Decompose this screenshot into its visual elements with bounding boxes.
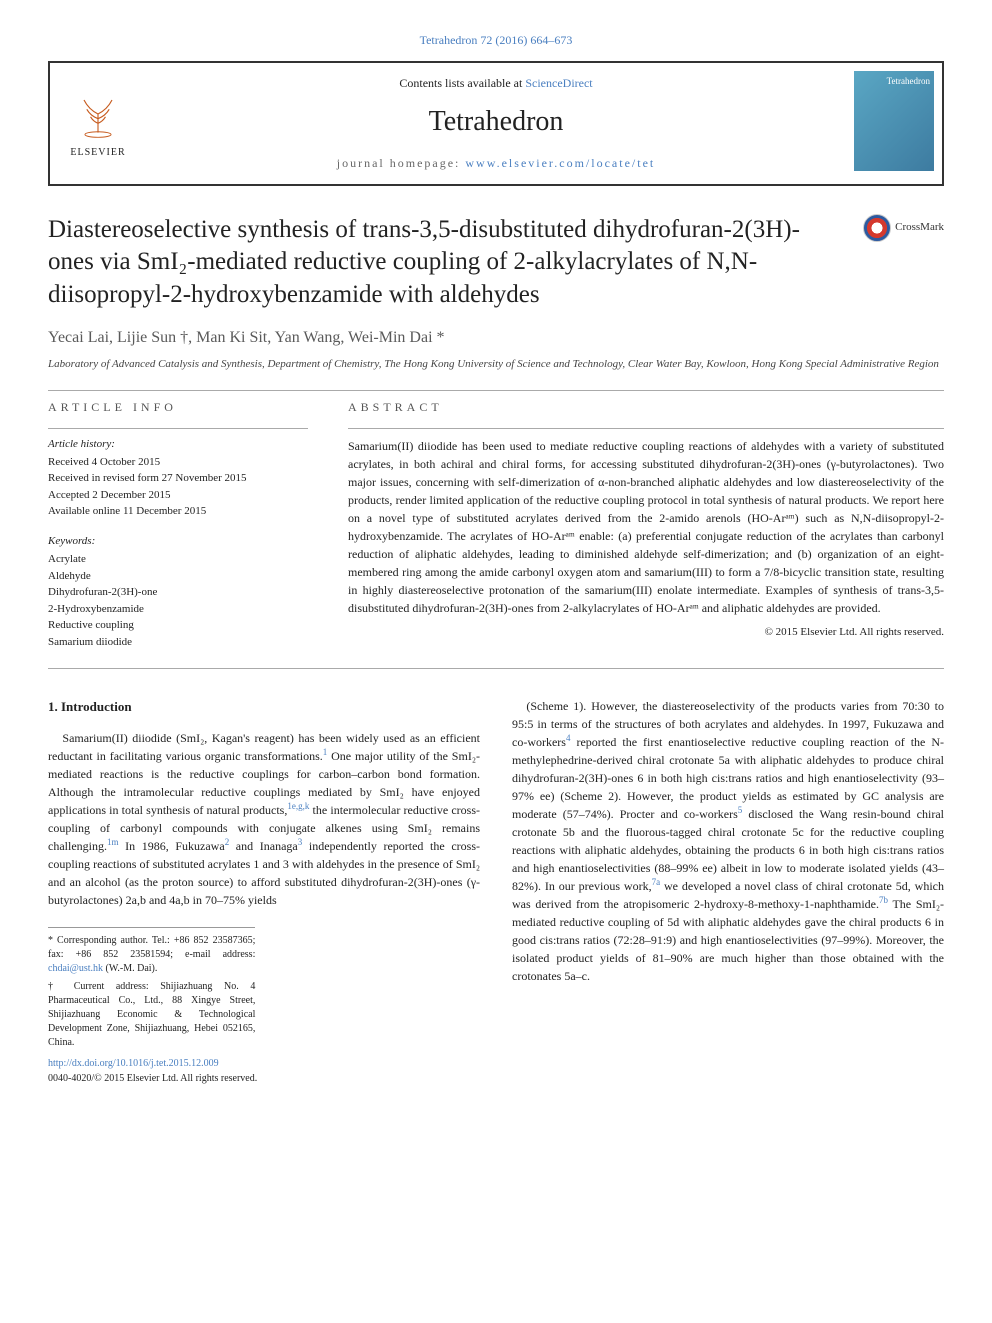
crossmark-icon xyxy=(863,214,891,242)
ref-link[interactable]: 7a xyxy=(652,877,661,887)
issn-line: 0040-4020/© 2015 Elsevier Ltd. All right… xyxy=(48,1073,257,1084)
keywords-head: Keywords: xyxy=(48,534,308,549)
keyword: Acrylate xyxy=(48,551,308,568)
keyword: Dihydrofuran-2(3H)-one xyxy=(48,584,308,601)
divider xyxy=(48,428,308,429)
ref-link[interactable]: 1e,g,k xyxy=(287,801,309,811)
crossmark-badge[interactable]: CrossMark xyxy=(863,214,944,242)
history-item: Received 4 October 2015 xyxy=(48,454,308,471)
body-col-right: (Scheme 1). However, the diastereoselect… xyxy=(512,697,944,1086)
abstract-head: ABSTRACT xyxy=(348,399,944,416)
divider xyxy=(48,390,944,391)
section-heading: 1. Introduction xyxy=(48,697,480,717)
ref-link[interactable]: 1m xyxy=(107,837,119,847)
sciencedirect-link[interactable]: ScienceDirect xyxy=(525,76,592,90)
keyword: Reductive coupling xyxy=(48,617,308,634)
article-info-head: ARTICLE INFO xyxy=(48,399,308,416)
footnotes: * Corresponding author. Tel.: +86 852 23… xyxy=(48,927,255,1050)
homepage-link[interactable]: www.elsevier.com/locate/tet xyxy=(465,156,655,170)
article-title: Diastereoselective synthesis of trans-3,… xyxy=(48,214,863,312)
abstract-copyright: © 2015 Elsevier Ltd. All rights reserved… xyxy=(348,625,944,640)
publisher-name: ELSEVIER xyxy=(70,146,125,160)
body-para: (Scheme 1). However, the diastereoselect… xyxy=(512,697,944,985)
journal-title: Tetrahedron xyxy=(146,102,846,141)
citation-line: Tetrahedron 72 (2016) 664–673 xyxy=(48,32,944,49)
author-list: Yecai Lai, Lijie Sun †, Man Ki Sit, Yan … xyxy=(48,327,944,349)
divider xyxy=(348,428,944,429)
journal-cover-thumb: Tetrahedron xyxy=(854,71,934,171)
history-item: Available online 11 December 2015 xyxy=(48,503,308,520)
body-col-left: 1. Introduction Samarium(II) diiodide (S… xyxy=(48,697,480,1086)
body-para: Samarium(II) diiodide (SmI₂, Kagan's rea… xyxy=(48,729,480,909)
history-head: Article history: xyxy=(48,437,308,452)
history-list: Received 4 October 2015 Received in revi… xyxy=(48,454,308,520)
contents-line: Contents lists available at ScienceDirec… xyxy=(146,75,846,92)
journal-homepage: journal homepage: www.elsevier.com/locat… xyxy=(146,155,846,172)
keywords-list: Acrylate Aldehyde Dihydrofuran-2(3H)-one… xyxy=(48,551,308,650)
ref-link[interactable]: 7b xyxy=(879,895,888,905)
history-item: Accepted 2 December 2015 xyxy=(48,487,308,504)
history-item: Received in revised form 27 November 201… xyxy=(48,470,308,487)
elsevier-tree-icon xyxy=(70,86,126,142)
doi-link[interactable]: http://dx.doi.org/10.1016/j.tet.2015.12.… xyxy=(48,1058,219,1069)
keyword: Samarium diiodide xyxy=(48,634,308,651)
keyword: Aldehyde xyxy=(48,568,308,585)
doi-block: http://dx.doi.org/10.1016/j.tet.2015.12.… xyxy=(48,1056,480,1086)
email-link[interactable]: chdai@ust.hk xyxy=(48,963,103,974)
keyword: 2-Hydroxybenzamide xyxy=(48,601,308,618)
masthead: ELSEVIER Contents lists available at Sci… xyxy=(48,61,944,186)
abstract-text: Samarium(II) diiodide has been used to m… xyxy=(348,437,944,617)
affiliation: Laboratory of Advanced Catalysis and Syn… xyxy=(48,357,944,371)
publisher-logo[interactable]: ELSEVIER xyxy=(58,71,138,176)
divider xyxy=(48,668,944,669)
